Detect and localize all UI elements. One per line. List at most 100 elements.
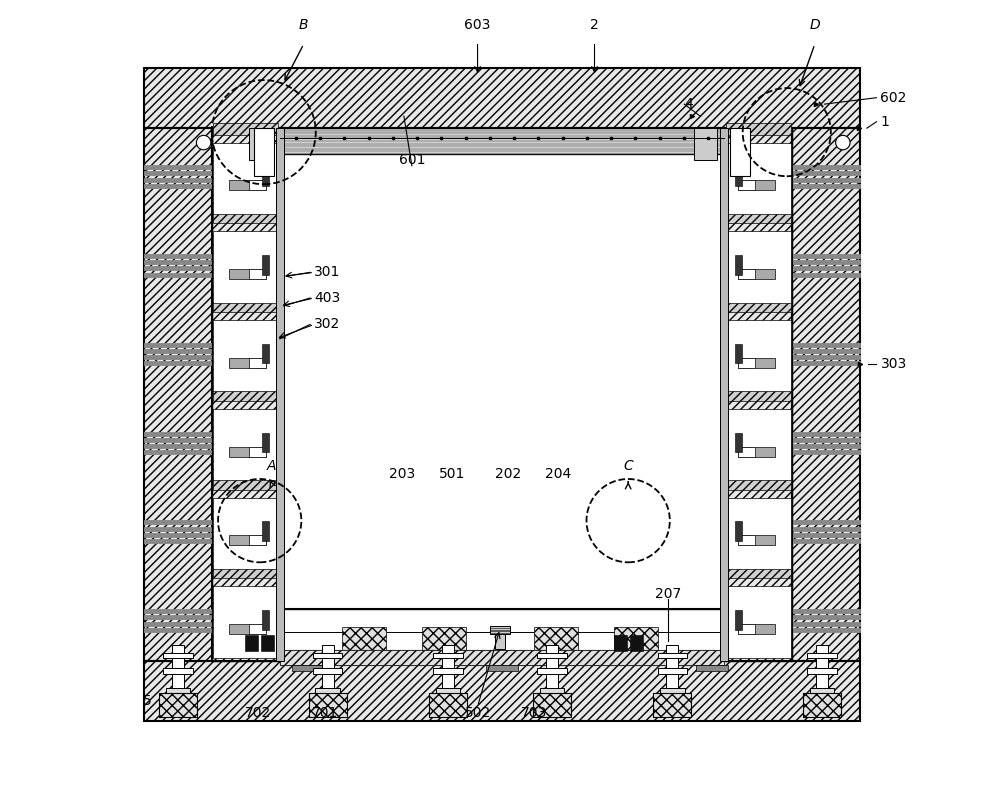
Bar (735, 255, 742, 275)
Text: 207: 207 (655, 587, 681, 602)
Bar (159, 693, 197, 717)
Bar (726, 409, 791, 480)
Bar (726, 320, 791, 391)
Bar (261, 635, 274, 651)
Text: 703: 703 (521, 706, 547, 720)
Bar (429, 693, 467, 717)
Bar (738, 269, 755, 279)
Bar (738, 535, 775, 545)
Bar (792, 128, 860, 661)
Bar (342, 626, 386, 653)
Bar (262, 610, 269, 630)
Bar (735, 521, 742, 541)
Bar (442, 645, 454, 653)
Bar (537, 668, 567, 674)
Bar (738, 624, 775, 634)
Bar (436, 688, 460, 693)
Bar (313, 668, 342, 674)
Bar (666, 674, 678, 688)
Bar (486, 665, 518, 671)
Bar (213, 212, 278, 223)
Bar (735, 344, 742, 364)
Text: 203: 203 (389, 467, 415, 481)
Bar (172, 645, 184, 653)
Bar (429, 693, 467, 717)
Bar (738, 180, 755, 191)
Bar (213, 497, 278, 569)
Bar (653, 693, 691, 717)
Bar (738, 446, 775, 457)
Bar (546, 645, 558, 653)
Bar (738, 446, 755, 457)
Bar (212, 128, 280, 661)
Bar (807, 653, 837, 658)
Text: 501: 501 (439, 467, 465, 481)
Bar (172, 658, 184, 668)
Bar (724, 128, 792, 661)
Bar (229, 358, 266, 368)
Text: C: C (623, 459, 633, 473)
Bar (614, 635, 627, 651)
Text: 1: 1 (880, 115, 889, 129)
Circle shape (196, 135, 211, 150)
Text: 701: 701 (312, 706, 339, 720)
Bar (245, 635, 258, 651)
Bar (213, 123, 278, 135)
Bar (803, 693, 841, 717)
Bar (724, 128, 792, 661)
Bar (666, 645, 678, 653)
Text: A: A (267, 459, 276, 473)
Bar (660, 688, 685, 693)
Bar (280, 650, 724, 665)
Bar (537, 653, 567, 658)
Bar (534, 626, 578, 653)
Bar (144, 68, 860, 128)
Bar (810, 688, 834, 693)
Bar (816, 645, 828, 653)
Bar (262, 255, 269, 275)
Circle shape (836, 135, 850, 150)
Bar (614, 626, 658, 653)
Bar (630, 635, 643, 651)
Bar (735, 433, 742, 453)
Bar (249, 624, 266, 634)
Bar (422, 626, 466, 653)
Bar (280, 128, 724, 609)
Text: 2: 2 (590, 18, 599, 32)
Bar (533, 693, 571, 717)
Bar (735, 610, 742, 630)
Bar (229, 624, 266, 634)
Bar (249, 180, 266, 191)
Bar (322, 658, 334, 668)
Bar (144, 128, 212, 661)
Bar (262, 433, 269, 453)
Bar (816, 674, 828, 688)
Bar (144, 68, 860, 128)
Bar (720, 128, 728, 661)
Bar (666, 658, 678, 668)
Text: 4: 4 (684, 97, 693, 111)
Bar (292, 665, 324, 671)
Bar (540, 688, 564, 693)
Bar (726, 389, 791, 400)
Bar (229, 446, 266, 457)
Text: 403: 403 (314, 291, 340, 305)
Bar (738, 358, 775, 368)
Bar (653, 693, 691, 717)
Bar (433, 653, 463, 658)
Bar (726, 497, 791, 569)
Bar (229, 535, 266, 545)
Bar (807, 668, 837, 674)
Bar (144, 128, 212, 661)
Text: 601: 601 (399, 153, 425, 167)
Bar (213, 301, 278, 312)
Text: 303: 303 (880, 357, 907, 372)
Bar (726, 478, 791, 489)
Bar (213, 143, 278, 214)
Bar (738, 269, 775, 279)
Bar (249, 128, 273, 160)
Bar (738, 624, 755, 634)
Bar (433, 668, 463, 674)
Text: 204: 204 (545, 467, 571, 481)
Bar (694, 128, 717, 160)
